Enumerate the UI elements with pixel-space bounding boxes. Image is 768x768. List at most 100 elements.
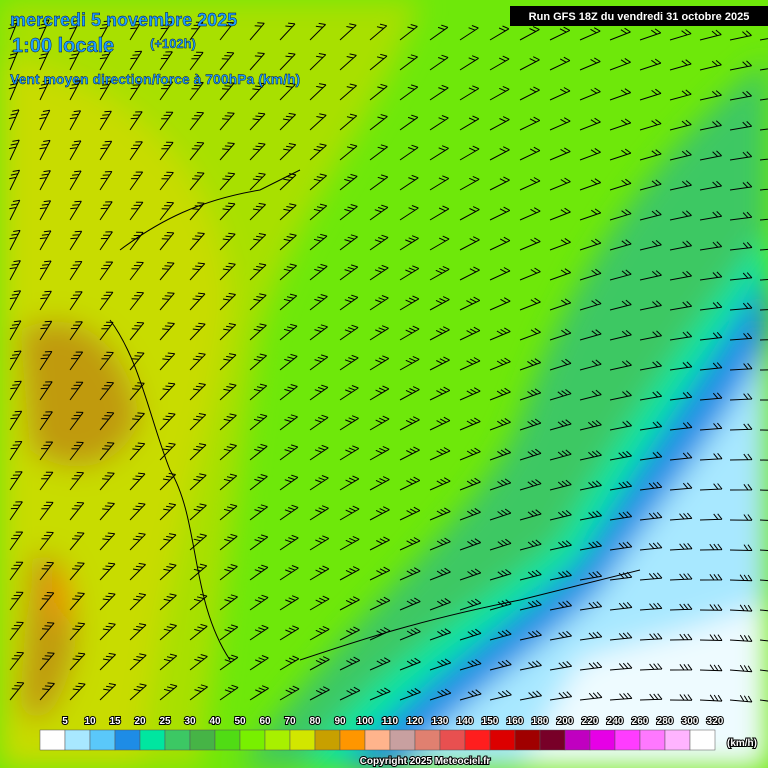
wind-barb — [639, 481, 663, 491]
wind-barb — [279, 655, 300, 671]
wind-barb — [579, 601, 603, 611]
wind-barb — [219, 112, 235, 131]
wind-barb — [369, 566, 391, 581]
wind-barb — [69, 682, 86, 701]
wind-barb — [249, 594, 269, 611]
wind-barb — [639, 572, 663, 581]
wind-barb — [369, 114, 388, 131]
wind-barb — [669, 150, 692, 161]
wind-barb — [279, 353, 298, 371]
wind-barb — [549, 479, 572, 491]
wind-barb — [129, 562, 146, 581]
wind-barb — [9, 229, 21, 251]
wind-barb — [369, 596, 391, 611]
wind-barb — [189, 111, 204, 131]
wind-barb — [309, 656, 330, 671]
legend-label: 130 — [432, 716, 449, 727]
wind-barb — [159, 111, 174, 131]
wind-barb — [729, 604, 753, 612]
wind-barb — [429, 115, 449, 131]
wind-barb — [459, 417, 481, 431]
wind-barb — [39, 411, 53, 431]
wind-barb — [369, 23, 388, 41]
wind-barb — [69, 80, 81, 101]
wind-barb — [399, 174, 419, 191]
wind-barb — [639, 632, 663, 641]
wind-barb — [699, 574, 723, 581]
wind-barb — [759, 158, 768, 161]
wind-barb — [189, 654, 208, 671]
wind-barb — [129, 261, 144, 281]
wind-barb — [189, 473, 207, 491]
wind-barb — [519, 297, 541, 311]
wind-barb — [129, 532, 146, 551]
wind-barb — [369, 355, 390, 371]
wind-barb — [129, 352, 145, 371]
wind-barb — [399, 295, 420, 311]
wind-barb — [219, 473, 238, 491]
wind-barbs — [8, 19, 768, 703]
wind-barb — [249, 685, 269, 701]
wind-barb — [99, 442, 115, 461]
wind-barb — [129, 81, 143, 101]
wind-barb — [189, 684, 208, 701]
wind-barb — [339, 53, 357, 71]
wind-barb — [699, 694, 723, 702]
wind-barb — [609, 299, 632, 311]
wind-barb — [669, 542, 693, 551]
wind-barb — [399, 114, 419, 131]
wind-barb — [399, 567, 421, 581]
wind-barb — [759, 68, 768, 71]
wind-barb — [369, 234, 389, 251]
wind-barb — [9, 682, 25, 701]
wind-barb — [69, 652, 86, 671]
wind-barb — [549, 600, 572, 611]
wind-barb — [609, 390, 632, 401]
legend-swatch — [464, 729, 491, 751]
wind-barb — [69, 622, 86, 641]
wind-barb — [159, 533, 177, 551]
wind-barb — [219, 624, 239, 641]
wind-barb — [189, 322, 206, 341]
wind-barb — [639, 391, 663, 401]
wind-barb — [429, 507, 451, 521]
wind-barb — [459, 25, 479, 41]
wind-barb — [399, 416, 420, 431]
wind-barb — [579, 540, 602, 551]
wind-barb — [609, 360, 632, 371]
wind-barb — [459, 326, 481, 341]
wind-barb — [309, 625, 330, 641]
wind-barb — [429, 296, 450, 311]
wind-barb — [729, 695, 753, 703]
wind-barb — [279, 233, 297, 251]
wind-barb — [249, 474, 268, 491]
wind-barb — [669, 240, 692, 251]
wind-barb — [99, 80, 112, 101]
legend-label: 320 — [707, 716, 724, 727]
wind-barb — [519, 569, 542, 581]
wind-barb — [339, 204, 358, 221]
wind-barb — [729, 121, 753, 131]
wind-barb — [699, 362, 723, 371]
wind-barb — [219, 594, 238, 611]
wind-barb — [759, 128, 768, 131]
wind-barb — [579, 420, 602, 431]
wind-barb — [249, 534, 269, 551]
wind-barb — [429, 628, 451, 641]
wind-barb — [339, 566, 360, 581]
wind-barb — [489, 569, 512, 581]
wind-barb — [489, 659, 512, 671]
wind-barb — [669, 361, 693, 371]
wind-barb — [459, 175, 480, 191]
wind-barb — [699, 271, 723, 281]
legend-swatch — [164, 729, 191, 751]
wind-barb — [189, 352, 206, 371]
wind-barb — [69, 592, 85, 611]
wind-barb — [699, 452, 723, 461]
wind-barb — [729, 30, 752, 41]
wind-barb — [219, 262, 236, 281]
legend-label: 15 — [109, 716, 121, 727]
wind-barb — [69, 441, 84, 461]
wind-barb — [759, 429, 768, 431]
wind-barb — [459, 507, 481, 521]
